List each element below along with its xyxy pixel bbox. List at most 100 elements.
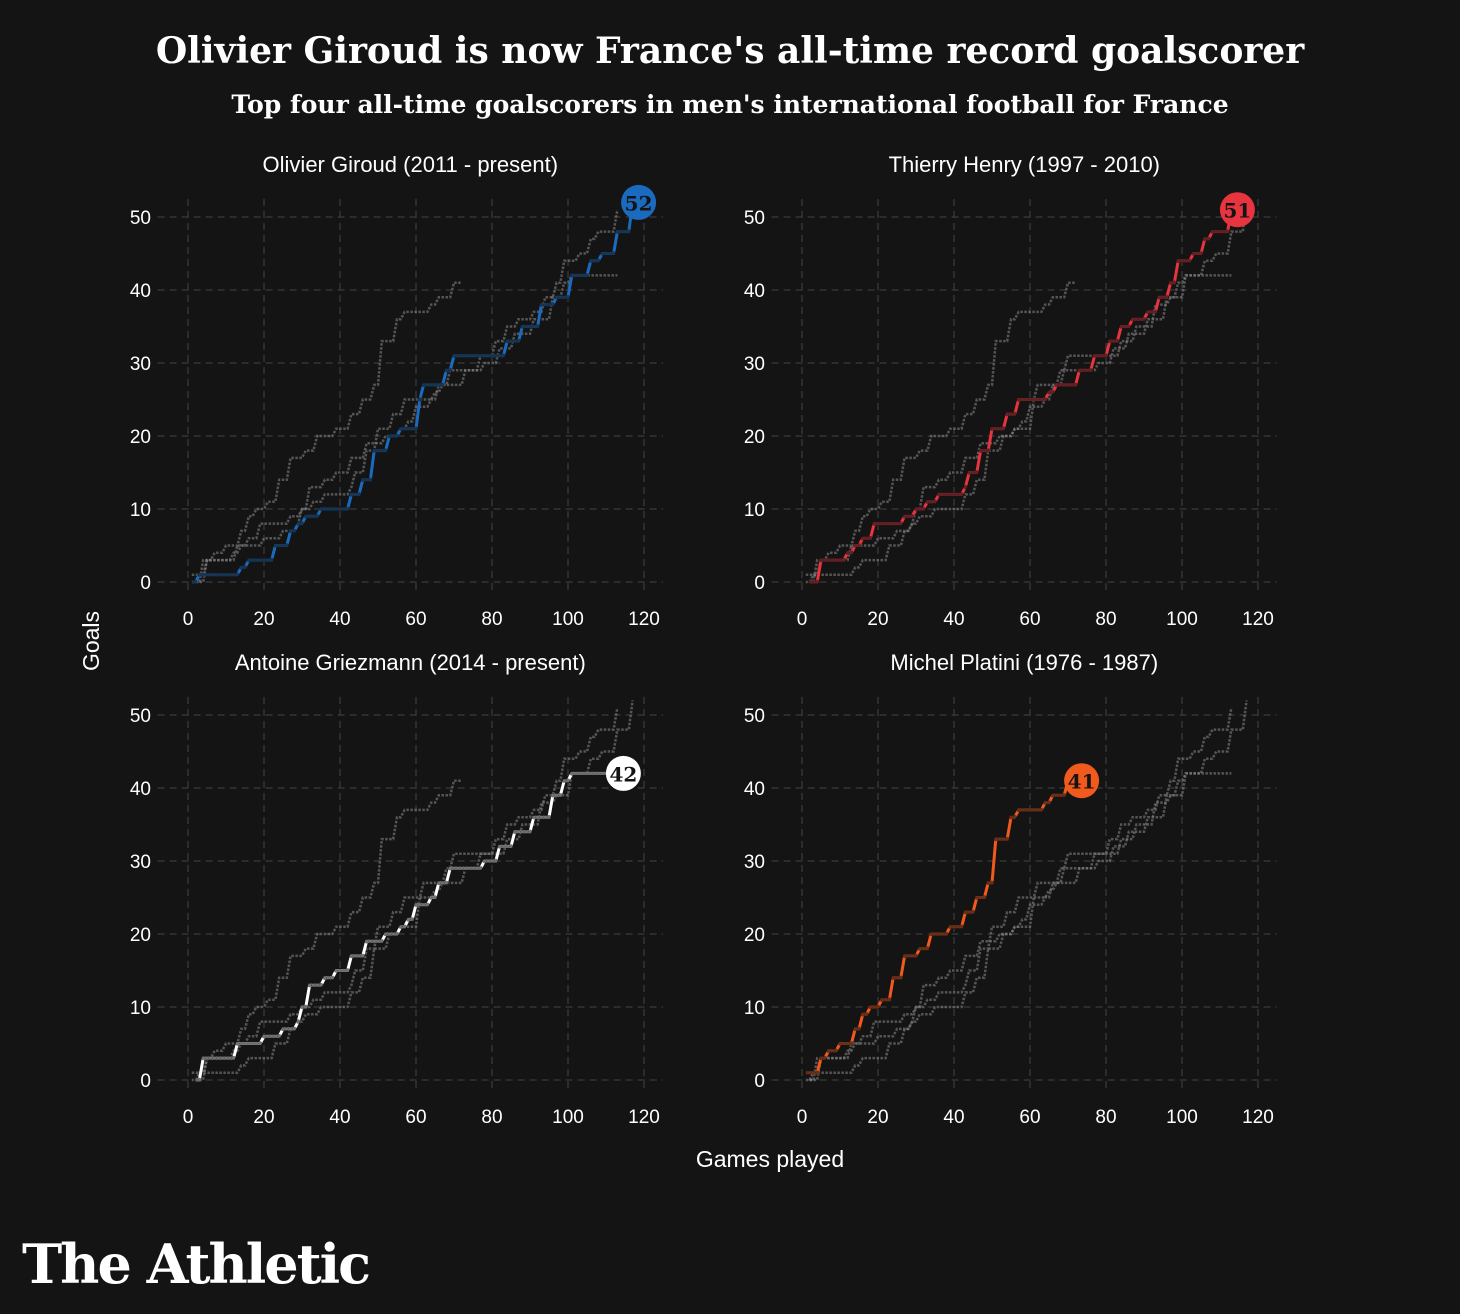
data-point [330, 506, 335, 512]
data-point [573, 273, 578, 278]
y-tick-label: 20 [744, 427, 765, 448]
data-point [239, 1041, 244, 1046]
data-point [398, 924, 403, 929]
data-point [1172, 280, 1177, 285]
data-point [197, 572, 202, 577]
data-point [493, 858, 498, 864]
data-point [1210, 229, 1215, 234]
data-point [982, 448, 987, 453]
data-point [1001, 426, 1006, 431]
data-point [497, 844, 502, 849]
data-point [398, 426, 403, 431]
series-line [191, 202, 635, 584]
x-axis-label: Games played [696, 1146, 844, 1172]
data-point [1008, 815, 1014, 820]
data-point [558, 793, 563, 798]
series-line-other [195, 707, 619, 1082]
data-point [1157, 295, 1162, 300]
data-point [451, 866, 457, 871]
data-point [554, 793, 559, 798]
data-point [258, 557, 263, 563]
data-point [334, 506, 339, 512]
data-point [970, 909, 976, 915]
data-point [940, 931, 945, 937]
data-point [1001, 836, 1006, 842]
data-point [872, 521, 877, 526]
x-tick-label: 60 [1019, 609, 1040, 630]
y-tick-label: 50 [130, 208, 151, 229]
x-tick-label: 0 [183, 609, 194, 630]
series-line-other [195, 274, 618, 584]
data-point [223, 1055, 229, 1061]
data-point [220, 1055, 225, 1061]
data-point [1202, 236, 1208, 242]
data-point [394, 433, 400, 439]
data-point [1149, 309, 1154, 315]
panel-title: Thierry Henry (1997 - 2010) [889, 152, 1160, 177]
data-point [948, 924, 953, 929]
data-point [894, 521, 900, 526]
y-tick-label: 0 [754, 1071, 765, 1092]
data-point [974, 470, 979, 475]
data-point [524, 324, 529, 329]
x-tick-label: 120 [1242, 609, 1274, 630]
data-point [830, 1048, 835, 1054]
series-line-other [805, 700, 1248, 1082]
data-point [470, 353, 476, 358]
panel-3: 0 10 20 30 40 50 0 20 40 60 80 100 120 Antoine Griezm… [130, 650, 663, 1128]
data-point [539, 302, 544, 307]
x-tick-label: 100 [552, 1107, 584, 1128]
data-point [444, 368, 449, 373]
y-tick-label: 50 [744, 706, 765, 727]
data-point [307, 514, 312, 519]
data-point [951, 924, 957, 929]
data-point [231, 1055, 236, 1061]
data-point [269, 1034, 274, 1039]
data-point [508, 338, 514, 344]
data-point [280, 543, 286, 548]
panel-title: Antoine Griezmann (2014 - present) [235, 650, 586, 675]
data-point [543, 302, 548, 307]
data-point [391, 433, 396, 439]
data-point [818, 557, 824, 563]
data-point [1005, 411, 1010, 417]
data-point [1183, 258, 1189, 263]
data-point [208, 1055, 213, 1061]
data-point [875, 521, 881, 526]
data-point [815, 1070, 820, 1075]
y-tick-label: 20 [130, 427, 151, 448]
y-tick-label: 40 [130, 281, 151, 302]
data-point [902, 514, 907, 519]
y-tick-label: 40 [744, 281, 765, 302]
data-point [455, 866, 460, 871]
x-tick-label: 120 [628, 609, 660, 630]
data-point [337, 968, 343, 973]
data-point [413, 902, 419, 907]
data-point [288, 1026, 293, 1032]
y-tick-label: 50 [744, 208, 765, 229]
data-point [261, 1034, 267, 1039]
data-point [986, 448, 991, 453]
data-point [436, 382, 441, 388]
data-point [216, 572, 221, 577]
data-point [436, 880, 441, 886]
data-point [936, 931, 941, 937]
data-point [512, 829, 517, 834]
data-point [368, 939, 373, 944]
data-point [1217, 229, 1223, 234]
x-tick-label: 0 [797, 1107, 808, 1128]
data-point [929, 931, 934, 937]
data-point [242, 1041, 248, 1046]
data-point [596, 258, 601, 263]
data-point [242, 565, 248, 570]
data-point [811, 579, 816, 585]
data-point [849, 550, 854, 555]
data-point [626, 229, 631, 234]
data-point [1039, 807, 1044, 813]
data-point [1138, 317, 1143, 322]
data-point [906, 514, 911, 519]
data-point [349, 492, 354, 497]
y-tick-label: 40 [744, 779, 765, 800]
data-point [997, 426, 1002, 431]
data-point [1179, 258, 1185, 263]
